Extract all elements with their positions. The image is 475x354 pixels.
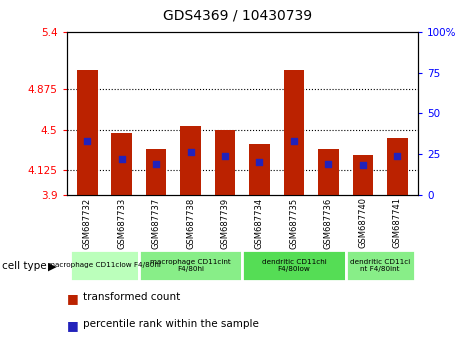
Bar (180, 126, 201, 195)
Text: cell type: cell type (2, 261, 47, 271)
Point (118, 156, 125, 162)
Bar (346, 250, 415, 281)
Point (187, 149, 194, 155)
Point (324, 161, 332, 167)
Text: ■: ■ (66, 319, 78, 332)
Point (256, 159, 263, 165)
Text: transformed count: transformed count (83, 292, 180, 302)
Text: ■: ■ (66, 292, 78, 305)
Text: macrophage CD11cint
F4/80hi: macrophage CD11cint F4/80hi (150, 259, 231, 272)
Point (221, 153, 229, 159)
Point (152, 161, 160, 167)
Bar (70, 250, 139, 281)
Text: ▶: ▶ (48, 261, 56, 271)
Text: dendritic CD11ci
nt F4/80int: dendritic CD11ci nt F4/80int (350, 259, 410, 272)
Bar (284, 70, 304, 195)
Text: GDS4369 / 10430739: GDS4369 / 10430739 (163, 9, 312, 23)
Text: macrophage CD11clow F4/80hi: macrophage CD11clow F4/80hi (48, 263, 161, 268)
Bar (318, 149, 339, 195)
Point (393, 153, 401, 159)
Bar (111, 133, 132, 195)
Bar (77, 70, 97, 195)
Point (290, 138, 298, 144)
Point (359, 162, 367, 168)
Text: percentile rank within the sample: percentile rank within the sample (83, 319, 259, 329)
Bar (352, 155, 373, 195)
Bar (146, 149, 166, 195)
Bar (387, 138, 408, 195)
Bar (139, 250, 242, 281)
Bar (242, 250, 346, 281)
Bar (215, 130, 235, 195)
Text: dendritic CD11chi
F4/80low: dendritic CD11chi F4/80low (262, 259, 326, 272)
Bar (249, 144, 270, 195)
Point (84, 138, 91, 144)
